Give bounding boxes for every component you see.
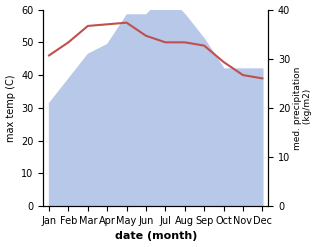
- X-axis label: date (month): date (month): [114, 231, 197, 242]
- Y-axis label: max temp (C): max temp (C): [5, 74, 16, 142]
- Y-axis label: med. precipitation
 (kg/m2): med. precipitation (kg/m2): [293, 66, 313, 149]
